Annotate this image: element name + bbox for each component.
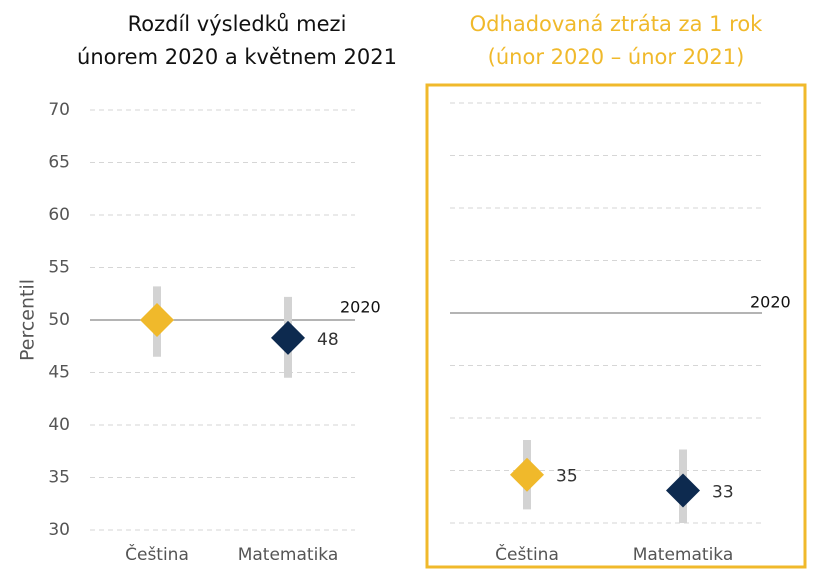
chart-title: (únor 2020 – únor 2021) — [488, 45, 745, 69]
diamond-marker — [510, 457, 544, 492]
reference-label: 2020 — [340, 298, 381, 317]
y-tick-label: 30 — [48, 520, 70, 540]
chart-title: Rozdíl výsledků mezi — [128, 12, 347, 36]
y-tick-label: 50 — [48, 310, 70, 330]
y-tick-label: 60 — [48, 205, 70, 225]
y-tick-label: 65 — [48, 153, 70, 173]
diamond-marker — [140, 303, 174, 337]
x-tick-label: Matematika — [238, 545, 339, 565]
x-tick-label: Čeština — [495, 543, 559, 565]
value-label: 35 — [556, 467, 578, 487]
value-label: 48 — [317, 330, 339, 350]
y-axis-label: Percentil — [17, 279, 39, 361]
y-tick-label: 40 — [48, 415, 70, 435]
chart-title: únorem 2020 a květnem 2021 — [77, 45, 397, 69]
reference-label: 2020 — [750, 293, 791, 312]
x-tick-label: Matematika — [633, 545, 734, 565]
y-tick-label: 55 — [48, 258, 70, 278]
diamond-marker — [666, 473, 700, 508]
panel-frame — [425, 83, 807, 569]
chart-title: Odhadovaná ztráta za 1 rok — [470, 12, 764, 36]
value-label: 33 — [712, 482, 734, 502]
y-tick-label: 45 — [48, 363, 70, 383]
y-tick-label: 70 — [48, 100, 70, 120]
y-tick-label: 35 — [48, 468, 70, 488]
x-tick-label: Čeština — [125, 543, 189, 565]
diamond-marker — [271, 320, 305, 355]
